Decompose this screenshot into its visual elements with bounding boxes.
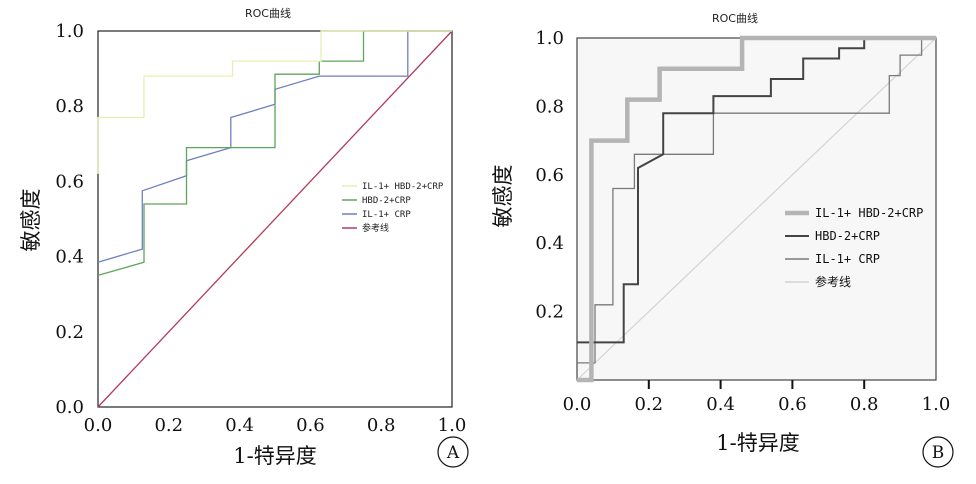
legend-label-a-2: IL-1+ CRP bbox=[362, 210, 411, 220]
x-tick-label-a-3: 0.6 bbox=[296, 415, 325, 436]
series-line-b-0 bbox=[577, 35, 936, 383]
series-line-a-3 bbox=[97, 30, 453, 408]
x-tick-label-a-5: 1.0 bbox=[438, 415, 467, 436]
y-axis-label-a: 敏感度 bbox=[19, 189, 43, 252]
series-group-a bbox=[97, 30, 453, 408]
y-tick-label-b-3: 0.8 bbox=[535, 96, 564, 117]
x-axis-label-b: 1-特异度 bbox=[716, 431, 799, 455]
panel-label-b: B bbox=[932, 443, 945, 463]
y-tick-label-b-1: 0.4 bbox=[535, 233, 564, 254]
x-tick-label-a-4: 0.8 bbox=[367, 415, 396, 436]
panel-label-circle-b bbox=[922, 436, 954, 468]
y-tick-label-a-0: 0.0 bbox=[55, 397, 84, 418]
x-tick-label-b-5: 1.0 bbox=[922, 394, 951, 415]
y-axis-label-b: 敏感度 bbox=[491, 165, 515, 228]
x-tick-label-b-1: 0.2 bbox=[634, 394, 663, 415]
x-tick-label-a-1: 0.2 bbox=[154, 415, 183, 436]
series-line-a-2 bbox=[97, 30, 452, 263]
x-tick-label-b-0: 0.0 bbox=[563, 394, 592, 415]
series-line-a-0 bbox=[97, 30, 452, 174]
y-tick-label-b-0: 0.2 bbox=[535, 302, 564, 323]
x-tick-label-a-0: 0.0 bbox=[84, 415, 113, 436]
y-tick-label-a-3: 0.6 bbox=[55, 171, 84, 192]
legend-label-b-2: IL-1+ CRP bbox=[815, 252, 880, 266]
legend-label-b-1: HBD-2+CRP bbox=[815, 229, 880, 243]
legend-label-a-0: IL-1+ HBD-2+CRP bbox=[362, 182, 444, 192]
series-group-b bbox=[576, 35, 937, 383]
x-tick-label-a-2: 0.4 bbox=[225, 415, 254, 436]
axis-ticks-a: 0.0 0.2 0.4 0.6 0.8 1.0 0.0 0.2 0.4 0.6 0.8 1.0 bbox=[55, 21, 466, 436]
chart-title-b: ROC曲线 bbox=[712, 11, 758, 25]
panel-label-circle-a bbox=[437, 436, 469, 468]
x-tick-label-b-4: 0.8 bbox=[850, 394, 879, 415]
panel-label-a: A bbox=[446, 443, 460, 463]
chart-title-a: ROC曲线 bbox=[245, 6, 291, 20]
y-tick-label-b-2: 0.6 bbox=[535, 165, 564, 186]
y-tick-label-a-1: 0.2 bbox=[55, 322, 84, 343]
x-tick-label-b-2: 0.4 bbox=[706, 394, 735, 415]
series-line-a-1 bbox=[97, 30, 452, 277]
legend-b: IL-1+ HBD-2+CRP HBD-2+CRP IL-1+ CRP 参考线 bbox=[785, 206, 923, 289]
x-axis-label-a: 1-特异度 bbox=[233, 444, 316, 468]
x-tick-label-b-3: 0.6 bbox=[778, 394, 807, 415]
y-tick-label-b-4: 1.0 bbox=[535, 28, 564, 49]
series-line-b-3 bbox=[576, 37, 937, 381]
chart-panel-b: ROC曲线 0.0 0.2 0.4 0.6 0.8 1.00.20.40.60.81.0 … bbox=[491, 11, 954, 468]
legend-label-a-3: 参考线 bbox=[362, 222, 389, 234]
legend-label-b-0: IL-1+ HBD-2+CRP bbox=[815, 206, 923, 220]
series-line-b-2 bbox=[577, 37, 936, 364]
axis-ticks-b: 0.0 0.2 0.4 0.6 0.8 1.0 0.2 0.4 0.6 0.8 1.0 bbox=[535, 28, 950, 415]
chart-panel-a: ROC曲线 0.0 0.2 0.4 0.6 0.8 1.0 0.0 0.2 0.4 0.6 0.8 1… bbox=[19, 6, 469, 468]
series-line-b-1 bbox=[577, 37, 936, 344]
y-tick-label-a-5: 1.0 bbox=[55, 21, 84, 42]
y-tick-label-a-2: 0.4 bbox=[55, 247, 84, 268]
legend-a: IL-1+ HBD-2+CRP HBD-2+CRP IL-1+ CRP 参考线 bbox=[342, 182, 444, 234]
y-tick-label-a-4: 0.8 bbox=[55, 96, 84, 117]
legend-label-b-3: 参考线 bbox=[815, 274, 851, 289]
legend-label-a-1: HBD-2+CRP bbox=[362, 196, 411, 206]
